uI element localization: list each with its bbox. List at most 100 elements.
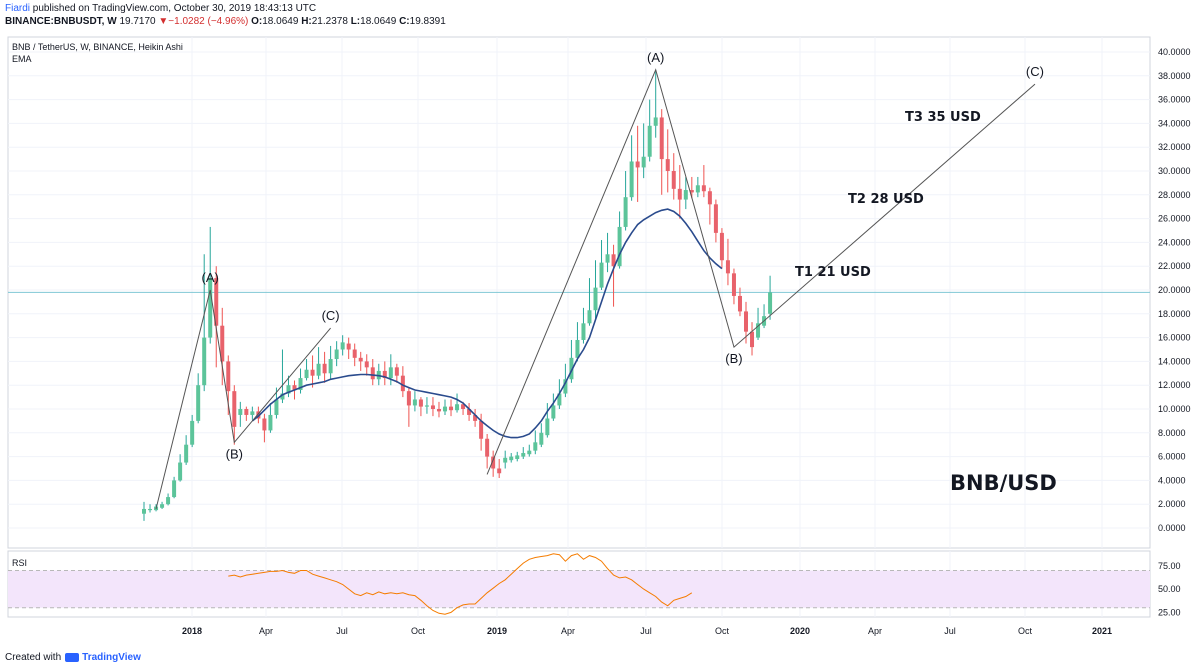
time-tick: 2021 [1092, 626, 1112, 636]
candle-body [418, 399, 423, 407]
wave-label: (C) [322, 308, 340, 323]
candle-body [509, 456, 514, 461]
candle-body [394, 367, 399, 376]
candle-body [497, 468, 502, 474]
close-key: C: [399, 16, 410, 27]
candle-body [641, 156, 646, 168]
candle-body [768, 292, 773, 314]
symbol-info: BINANCE:BNBUSDT, W 19.7170 ▼−1.0282 (−4.… [5, 16, 446, 28]
target-label: T1 21 USD [795, 265, 871, 280]
footer: Created with TradingView [5, 652, 141, 663]
rsi-band-fill [8, 570, 1150, 608]
candle-body [220, 325, 225, 362]
candle-body [346, 343, 351, 350]
candle-body [449, 406, 454, 411]
candle-body [292, 385, 297, 390]
candle-body [647, 125, 652, 157]
candle-body [256, 411, 261, 419]
price-tick: 10.0000 [1158, 404, 1191, 414]
publish-text: published on TradingView.com, October 30… [30, 3, 317, 14]
candle-body [304, 369, 309, 379]
candle-body [605, 254, 610, 263]
time-tick: Oct [715, 626, 730, 636]
rsi-tick: 25.00 [1158, 607, 1181, 617]
candle-body [328, 359, 333, 374]
candle-body [461, 404, 466, 409]
chart-title: BNB / TetherUS, W, BINANCE, Heikin Ashi [12, 42, 183, 52]
wave-label: (B) [226, 446, 243, 461]
candle-body [617, 226, 622, 267]
candle-body [412, 399, 417, 406]
candle-body [533, 442, 538, 451]
symbol-name: BINANCE:BNBUSDT, W [5, 16, 117, 27]
rsi-tick: 75.00 [1158, 561, 1181, 571]
wave-label: (C) [1026, 64, 1044, 79]
candle-body [268, 414, 273, 431]
candle-body [653, 117, 658, 126]
candle-body [491, 456, 496, 469]
time-tick: Jul [640, 626, 652, 636]
candle-body [665, 159, 670, 171]
time-tick: 2019 [487, 626, 507, 636]
candle-body [587, 310, 592, 324]
elliott-waves [155, 68, 1036, 510]
candle-body [677, 188, 682, 200]
time-tick: Apr [259, 626, 273, 636]
candle-body [310, 369, 315, 376]
candle-body [635, 161, 640, 168]
price-tick: 36.0000 [1158, 95, 1191, 105]
price-tick: 20.0000 [1158, 285, 1191, 295]
chart-labels: (A) (B) (C) (A) (B) (C) T1 21 USD T2 28 USD T3 3… [12, 42, 1057, 568]
price-tick: 12.0000 [1158, 380, 1191, 390]
candle-body [202, 337, 207, 386]
target-label: T3 35 USD [905, 110, 981, 125]
last-price: 19.7170 [119, 16, 156, 27]
price-tick: 24.0000 [1158, 237, 1191, 247]
candle-body [455, 404, 460, 411]
price-tick: 38.0000 [1158, 71, 1191, 81]
candle-body [503, 457, 508, 463]
candle-body [250, 411, 255, 415]
price-tick: 18.0000 [1158, 309, 1191, 319]
author-link[interactable]: Fiardi [5, 3, 31, 14]
open-value: 18.0649 [262, 16, 299, 27]
indicator-label: EMA [12, 54, 32, 64]
price-tick: 32.0000 [1158, 142, 1191, 152]
candle-body [707, 191, 712, 205]
axes: 40.0000 38.0000 36.0000 34.0000 32.0000 30.00… [182, 47, 1191, 636]
candle-body [731, 273, 736, 296]
candle-body [316, 363, 321, 376]
candle-body [196, 385, 201, 421]
candle-body [689, 190, 694, 193]
candle-body [611, 254, 616, 267]
candle-body [659, 117, 664, 160]
candle-body [388, 367, 393, 379]
candle-body [629, 161, 634, 198]
candle-body [593, 287, 598, 311]
tradingview-brand: TradingView [82, 652, 141, 663]
candle-body [340, 342, 345, 350]
time-tick: Apr [868, 626, 882, 636]
rsi-line [228, 553, 693, 615]
candle-body [244, 409, 249, 415]
rsi-label: RSI [12, 558, 27, 568]
candle-body [358, 357, 363, 362]
candle-body [737, 295, 742, 312]
time-tick: 2020 [790, 626, 810, 636]
time-tick: Oct [411, 626, 426, 636]
time-tick: Oct [1018, 626, 1033, 636]
candle-body [527, 450, 532, 455]
candle-body [382, 370, 387, 379]
candle-body [148, 508, 153, 511]
candle-body [756, 323, 761, 338]
price-change: −1.0282 (−4.96%) [168, 16, 249, 27]
price-tick: 6.0000 [1158, 452, 1186, 462]
time-tick: Jul [944, 626, 956, 636]
candle-body [274, 399, 279, 415]
candle-body [214, 278, 219, 326]
candle-body [172, 480, 177, 498]
tradingview-logo[interactable]: TradingView [65, 652, 141, 663]
candle-body [713, 204, 718, 233]
low-key: L: [350, 16, 361, 27]
